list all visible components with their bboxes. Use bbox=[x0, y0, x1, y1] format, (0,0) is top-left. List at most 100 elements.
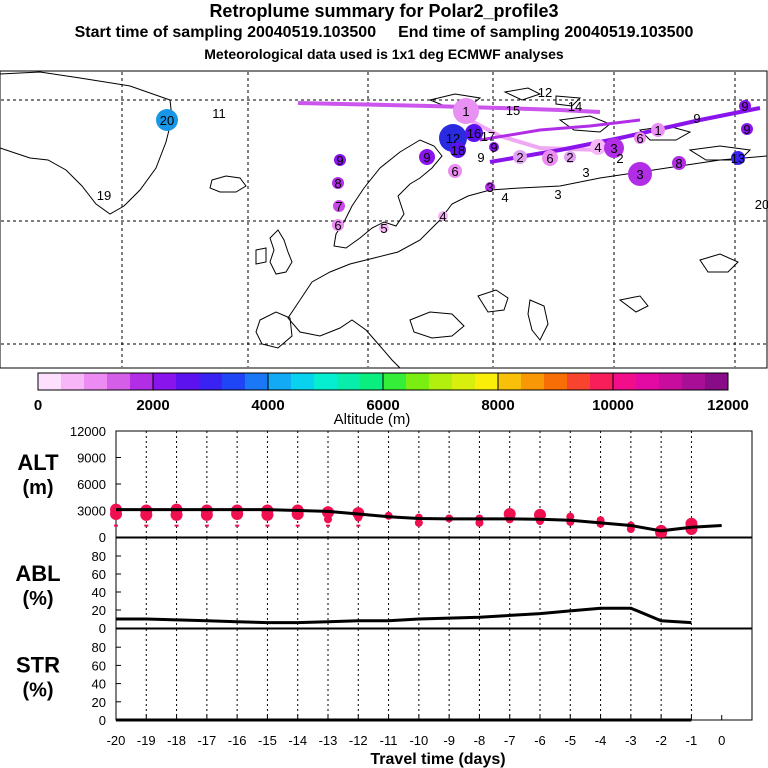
cluster-dot-20 bbox=[156, 109, 178, 131]
x-tick-label: -6 bbox=[534, 733, 546, 748]
x-tick-label: -1 bbox=[686, 733, 698, 748]
cluster-dot-5 bbox=[379, 223, 389, 233]
x-tick-label: -18 bbox=[167, 733, 186, 748]
timeseries-panels: 030006000900012000ALT(m)020406080ABL(%)0… bbox=[15, 424, 753, 768]
colorbar-tick-label: 2000 bbox=[136, 397, 169, 414]
panel-frame bbox=[115, 537, 753, 629]
x-tick-label: -14 bbox=[288, 733, 307, 748]
cluster-label-6: 6 bbox=[546, 151, 553, 166]
y-tick-label: 20 bbox=[92, 603, 106, 618]
alt-cluster-point bbox=[200, 508, 213, 521]
cluster-dot-6 bbox=[332, 219, 344, 231]
y-tick-label: 20 bbox=[92, 695, 106, 710]
x-tick-label: -10 bbox=[409, 733, 428, 748]
colorbar-tick-label: 12000 bbox=[707, 397, 749, 414]
alt-cluster-point bbox=[324, 515, 332, 524]
cluster-label-15: 15 bbox=[506, 103, 520, 118]
cluster-label-4: 4 bbox=[439, 209, 446, 224]
colorbar-swatch bbox=[291, 373, 315, 390]
x-tick-label: -15 bbox=[258, 733, 277, 748]
panel-str: 0 20 40 60 80 STR(%) bbox=[16, 628, 753, 728]
colorbar-swatch bbox=[130, 373, 154, 390]
colorbar-swatch bbox=[314, 373, 338, 390]
cluster-label-8: 8 bbox=[675, 156, 682, 171]
colorbar-swatch bbox=[406, 373, 430, 390]
cluster-label-11: 11 bbox=[212, 106, 226, 121]
figure-title: Retroplume summary for Polar2_profile3 bbox=[209, 1, 559, 21]
cluster-label-3: 3 bbox=[582, 165, 589, 180]
y-tick-label: 12000 bbox=[70, 424, 106, 439]
series-line-abl bbox=[116, 606, 692, 625]
x-tick-label: -20 bbox=[107, 733, 126, 748]
colorbar-ticks: 0 2000 4000 6000 8000 10000 12000 bbox=[34, 373, 749, 414]
colorbar-tick-label: 10000 bbox=[592, 397, 634, 414]
colorbar-tick-label: 0 bbox=[34, 397, 42, 414]
altitude-colorbar: 0 2000 4000 6000 8000 10000 12000 Altitude (m) bbox=[34, 372, 749, 428]
x-tick-label: -3 bbox=[625, 733, 637, 748]
colorbar-swatch bbox=[613, 373, 637, 390]
panel-abl: 0 20 40 60 80 ABL(%) bbox=[15, 537, 753, 636]
panel-label: ALT bbox=[17, 450, 59, 475]
track-mid bbox=[489, 106, 761, 164]
colorbar-swatch bbox=[199, 373, 223, 390]
cluster-dot-9 bbox=[334, 154, 346, 166]
panel-unit: (m) bbox=[22, 477, 53, 499]
panel-alt: 0 3000 6000 9000 12000 ALT(m) bbox=[17, 424, 753, 545]
colorbar-swatch bbox=[360, 373, 384, 390]
cluster-dot-8 bbox=[672, 156, 686, 170]
cluster-dot-6 bbox=[448, 164, 462, 178]
cluster-label-9: 9 bbox=[741, 99, 748, 114]
colorbar-swatch bbox=[544, 373, 568, 390]
y-tick-label: 3000 bbox=[77, 504, 106, 519]
colorbar-swatch bbox=[38, 373, 62, 390]
x-axis: -20 -19 -18 -17 -16 -15 -14 -13 -12 -11 -10 -9 -8 -7-… bbox=[107, 715, 725, 768]
cluster-dot-8 bbox=[332, 177, 344, 189]
cluster-label-20: 20 bbox=[755, 197, 768, 212]
cluster-dot-9 bbox=[489, 142, 499, 152]
alt-cluster-point bbox=[170, 508, 183, 521]
cluster-dot-2 bbox=[513, 150, 527, 164]
colorbar-swatch bbox=[682, 373, 706, 390]
cluster-dot-4 bbox=[438, 211, 448, 221]
sampling-times: Start time of sampling 20040519.103500 En… bbox=[0, 24, 768, 42]
cluster-dot-9 bbox=[739, 100, 751, 112]
panel-label: STR bbox=[16, 653, 60, 678]
map-gridlines bbox=[1, 72, 766, 367]
cluster-label-20: 20 bbox=[160, 113, 174, 128]
cluster-label-9: 9 bbox=[336, 153, 343, 168]
alt-cluster-tick bbox=[174, 524, 179, 527]
colorbar-swatch bbox=[61, 373, 85, 390]
alt-cluster-tick bbox=[265, 524, 270, 527]
colorbar-tick-label: 4000 bbox=[251, 397, 284, 414]
colorbar-swatch bbox=[521, 373, 545, 390]
cluster-label-14: 14 bbox=[568, 99, 582, 114]
track-high bbox=[297, 101, 601, 114]
cluster-label-1: 1 bbox=[462, 104, 469, 119]
x-axis-label: Travel time (days) bbox=[370, 751, 505, 768]
cluster-dot-1 bbox=[453, 98, 479, 124]
alt-cluster-tick bbox=[356, 524, 361, 527]
cluster-label-9: 9 bbox=[490, 140, 497, 155]
cluster-label-13: 13 bbox=[731, 151, 745, 166]
end-time: End time of sampling 20040519.103500 bbox=[398, 24, 694, 41]
x-tick-label: -9 bbox=[443, 733, 455, 748]
colorbar-swatch bbox=[245, 373, 269, 390]
y-tick-label: 60 bbox=[92, 658, 106, 673]
x-tick-label: 0 bbox=[718, 733, 725, 748]
cluster-label-5: 5 bbox=[380, 221, 387, 236]
cluster-dot-9 bbox=[741, 123, 753, 135]
panel-frame bbox=[115, 628, 753, 721]
colorbar-swatch bbox=[475, 373, 499, 390]
cluster-label-18: 18 bbox=[451, 143, 465, 158]
x-tick-label: -13 bbox=[319, 733, 338, 748]
cluster-dot-1 bbox=[651, 123, 665, 137]
colorbar-swatch bbox=[153, 373, 177, 390]
cluster-label-3: 3 bbox=[554, 187, 561, 202]
panel-frame bbox=[115, 430, 753, 538]
colorbar-tick-label: 8000 bbox=[481, 397, 514, 414]
cluster-dot-3 bbox=[628, 162, 652, 186]
colorbar-swatch bbox=[498, 373, 522, 390]
cluster-dot-16 bbox=[465, 124, 483, 142]
track-upper bbox=[479, 118, 641, 142]
